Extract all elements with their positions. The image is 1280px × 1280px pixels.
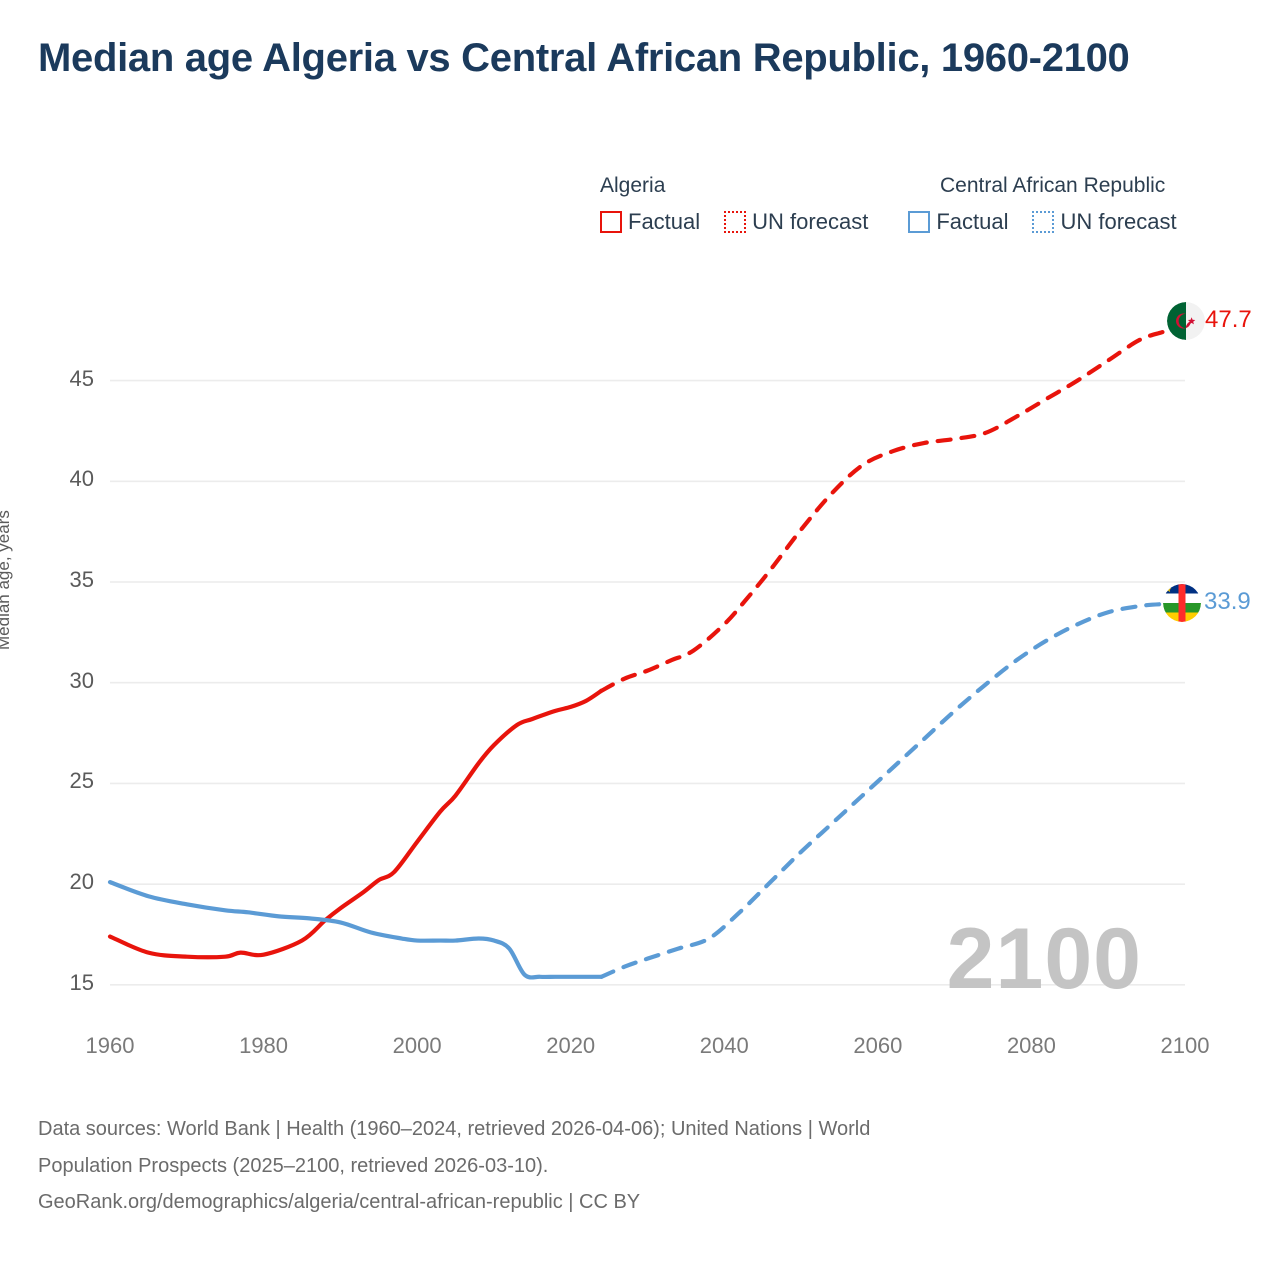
chart-legend: Algeria Central African Republic Factual… bbox=[600, 174, 1260, 235]
footer-line-2: Population Prospects (2025–2100, retriev… bbox=[38, 1154, 549, 1177]
y-axis-title: Median age, years bbox=[0, 510, 13, 650]
legend-group-title-algeria: Algeria bbox=[600, 174, 666, 197]
x-axis-tick-label: 2080 bbox=[1006, 1033, 1056, 1058]
x-axis-tick-label: 1980 bbox=[239, 1033, 289, 1058]
x-axis-tick-label: 2100 bbox=[1160, 1033, 1210, 1058]
gridlines bbox=[110, 379, 1185, 986]
footer-sources: Data sources: World Bank | Health (1960–… bbox=[38, 1116, 1188, 1226]
y-axis-tick-label: 30 bbox=[69, 667, 94, 693]
x-axis-tick-label: 2060 bbox=[853, 1033, 903, 1058]
central-african-republic-flag-icon bbox=[1163, 584, 1201, 622]
solid-square-outline-icon bbox=[908, 211, 931, 233]
x-axis-tick-label: 2020 bbox=[546, 1033, 596, 1058]
footer-line-3: GeoRank.org/demographics/algeria/central… bbox=[38, 1191, 641, 1214]
legend-item-algeria-forecast[interactable]: UN forecast bbox=[724, 209, 868, 235]
x-axis-tick-label: 2000 bbox=[392, 1033, 442, 1058]
solid-square-outline-icon bbox=[600, 211, 622, 233]
legend-item-label: UN forecast bbox=[1060, 209, 1177, 234]
car-end-value: 33.9 bbox=[1204, 588, 1251, 615]
legend-item-algeria-factual[interactable]: Factual bbox=[600, 209, 700, 235]
legend-item-label: Factual bbox=[936, 209, 1009, 234]
y-axis-tick-label: 40 bbox=[69, 466, 94, 492]
series-line-algeria-forecast bbox=[599, 324, 1188, 693]
legend-items: Factual UN forecast Factual UN forecast bbox=[600, 209, 1260, 235]
page-title: Median age Algeria vs Central African Re… bbox=[38, 36, 1130, 80]
legend-item-label: Factual bbox=[628, 209, 701, 234]
dotted-square-outline-icon bbox=[1032, 211, 1055, 233]
legend-item-car-factual[interactable]: Factual bbox=[908, 209, 1008, 235]
series-line-central-african-republic-forecast bbox=[599, 601, 1188, 979]
x-axis-tick-label: 2040 bbox=[699, 1033, 749, 1058]
y-axis-tick-label: 45 bbox=[69, 365, 94, 391]
y-axis-tick-label: 20 bbox=[69, 869, 94, 895]
algeria-flag-icon bbox=[1167, 302, 1205, 340]
data-series-layer bbox=[107, 324, 1188, 980]
dotted-square-outline-icon bbox=[724, 211, 747, 233]
legend-group-title-central-african-republic: Central African Republic bbox=[940, 174, 1166, 197]
legend-group-titles: Algeria Central African Republic bbox=[600, 174, 1260, 198]
series-line-algeria-factual bbox=[107, 688, 604, 960]
series-line-central-african-republic-factual bbox=[107, 880, 604, 980]
footer-line-1: Data sources: World Bank | Health (1960–… bbox=[38, 1118, 871, 1140]
year-watermark: 2100 bbox=[946, 911, 1142, 1007]
y-axis-tick-label: 25 bbox=[69, 768, 94, 794]
y-axis-tick-label: 15 bbox=[69, 969, 94, 995]
x-axis-tick-label: 1960 bbox=[85, 1033, 135, 1058]
y-axis-tick-label: 35 bbox=[69, 567, 94, 592]
legend-item-car-forecast[interactable]: UN forecast bbox=[1032, 209, 1177, 235]
legend-item-label: UN forecast bbox=[752, 209, 869, 234]
algeria-end-value: 47.7 bbox=[1205, 306, 1252, 333]
